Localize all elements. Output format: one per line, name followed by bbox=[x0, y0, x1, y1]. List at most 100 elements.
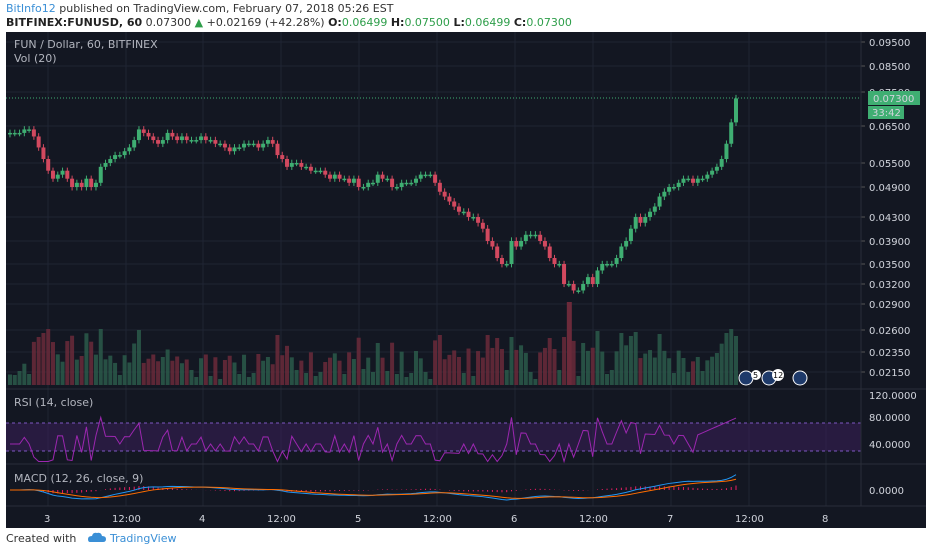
chart-area[interactable]: 0.095000.085000.075000.065000.055000.049… bbox=[6, 32, 926, 528]
event-flag-icon[interactable] bbox=[738, 370, 754, 386]
candle-body bbox=[404, 182, 409, 185]
volume-bar bbox=[433, 340, 438, 385]
volume-bar bbox=[170, 360, 175, 385]
time-tick-label: 3 bbox=[44, 514, 50, 525]
candle-body bbox=[179, 136, 184, 141]
volume-bar bbox=[652, 357, 657, 385]
volume-bar bbox=[662, 350, 667, 385]
volume-bar bbox=[571, 340, 576, 385]
candle-body bbox=[285, 159, 290, 167]
candle-body bbox=[79, 182, 84, 187]
volume-bar bbox=[55, 354, 60, 385]
volume-bar bbox=[108, 355, 113, 385]
candle-body bbox=[351, 178, 356, 183]
publish-line: BitInfo12 published on TradingView.com, … bbox=[6, 2, 393, 15]
author-link[interactable]: BitInfo12 bbox=[6, 2, 56, 15]
candle-body bbox=[313, 170, 318, 173]
volume-bar bbox=[471, 376, 476, 385]
volume-bar bbox=[667, 358, 672, 385]
candle-body bbox=[413, 178, 418, 183]
candle-body bbox=[657, 196, 662, 207]
footer: Created with TradingView bbox=[0, 528, 932, 550]
candle-body bbox=[495, 246, 500, 259]
event-badges[interactable]: 5 12 bbox=[738, 369, 808, 386]
high-label: H: bbox=[390, 16, 405, 29]
candle-body bbox=[714, 166, 719, 171]
candle-body bbox=[194, 140, 199, 142]
time-tick-label: 7 bbox=[667, 514, 673, 525]
candle-body bbox=[700, 178, 705, 181]
candle-body bbox=[328, 174, 333, 179]
volume-bar bbox=[60, 361, 65, 385]
candle-body bbox=[261, 143, 266, 148]
volume-bar bbox=[356, 337, 361, 385]
candle-body bbox=[232, 147, 237, 152]
candle-body bbox=[242, 143, 247, 148]
volume-bar bbox=[619, 333, 624, 385]
volume-bar bbox=[151, 354, 156, 385]
candle-body bbox=[719, 159, 724, 167]
volume-bar bbox=[409, 373, 414, 385]
volume-bar bbox=[423, 372, 428, 385]
candle-body bbox=[84, 178, 89, 187]
chart-svg[interactable]: 0.095000.085000.075000.065000.055000.049… bbox=[6, 32, 926, 528]
candle-body bbox=[538, 234, 543, 241]
volume-bar bbox=[643, 353, 648, 385]
candle-body bbox=[265, 140, 270, 144]
candle-body bbox=[246, 143, 251, 146]
rsi-tick-label: 40.0000 bbox=[869, 440, 910, 451]
candle-body bbox=[256, 143, 261, 148]
candle-body bbox=[323, 170, 328, 175]
volume-bar bbox=[93, 354, 98, 385]
price-tick-label: 0.04900 bbox=[869, 183, 910, 194]
candle-body bbox=[581, 284, 586, 291]
event-count-badge bbox=[772, 369, 784, 381]
candle-body bbox=[609, 264, 614, 266]
candle-body bbox=[70, 178, 75, 187]
candle-body bbox=[676, 182, 681, 187]
candle-body bbox=[547, 246, 552, 259]
candle-body bbox=[552, 258, 557, 264]
candle-body bbox=[643, 217, 648, 223]
candle-body bbox=[624, 241, 629, 247]
candle-body bbox=[8, 132, 12, 135]
candle-body bbox=[390, 178, 395, 187]
header: BitInfo12 published on TradingView.com, … bbox=[0, 0, 932, 32]
candle-body bbox=[294, 163, 299, 165]
volume-bar bbox=[519, 345, 524, 385]
candle-body bbox=[170, 132, 175, 137]
volume-bar bbox=[404, 377, 409, 385]
volume-bar bbox=[676, 350, 681, 385]
candle-body bbox=[36, 136, 41, 148]
ohlc-line: BITFINEX:FUNUSD, 60 0.07300 ▲ +0.02169 (… bbox=[6, 16, 572, 29]
time-tick-label: 12:00 bbox=[579, 514, 608, 525]
tradingview-cloud-icon bbox=[88, 532, 106, 542]
tradingview-brand[interactable]: TradingView bbox=[110, 532, 177, 545]
candle-body bbox=[452, 201, 457, 207]
volume-bar bbox=[523, 352, 528, 385]
volume-bar bbox=[595, 331, 600, 385]
candle-body bbox=[199, 136, 204, 141]
price-tick-label: 0.08500 bbox=[869, 62, 910, 73]
published-text: published on TradingView.com, February 0… bbox=[59, 2, 394, 15]
close-label: C: bbox=[513, 16, 527, 29]
volume-bar bbox=[27, 374, 32, 385]
open-label: O: bbox=[328, 16, 342, 29]
price-tick-label: 0.05500 bbox=[869, 159, 910, 170]
change-arrow-icon: ▲ bbox=[194, 16, 204, 29]
volume-bar bbox=[31, 341, 36, 385]
event-flag-icon[interactable] bbox=[792, 370, 808, 386]
volume-bar bbox=[390, 342, 395, 385]
volume-bar bbox=[50, 342, 55, 385]
created-with-label: Created with bbox=[6, 532, 77, 545]
volume-bar bbox=[342, 374, 347, 385]
volume-bar bbox=[509, 337, 514, 385]
volume-bar bbox=[222, 360, 227, 385]
volume-bar bbox=[227, 355, 232, 385]
candle-body bbox=[160, 140, 165, 144]
candle-body bbox=[691, 178, 696, 183]
volume-bar bbox=[681, 358, 686, 385]
volume-bar bbox=[562, 337, 567, 385]
volume-bar bbox=[528, 372, 533, 385]
event-count-1: 5 bbox=[753, 371, 758, 380]
